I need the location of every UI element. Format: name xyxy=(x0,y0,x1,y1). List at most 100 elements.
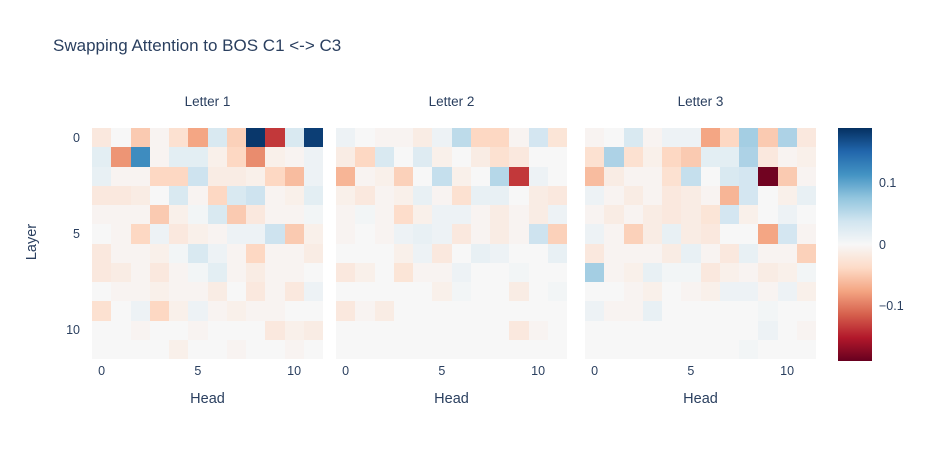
heatmap-cell xyxy=(777,128,797,148)
heatmap-cell xyxy=(681,205,701,225)
heatmap-cell xyxy=(130,147,150,167)
heatmap-cell xyxy=(451,301,471,321)
heatmap-cell xyxy=(451,128,471,148)
heatmap-cell xyxy=(432,147,452,167)
heatmap-cell xyxy=(662,205,682,225)
heatmap-cell xyxy=(547,147,567,167)
heatmap-letter-2[interactable] xyxy=(336,128,567,359)
heatmap-cell xyxy=(451,147,471,167)
colorbar[interactable] xyxy=(838,128,872,361)
heatmap-cell xyxy=(92,282,112,302)
heatmap-cell xyxy=(528,224,548,244)
heatmap-cell xyxy=(265,205,285,225)
subplot-letter-2: Letter 2 0 5 10 Head xyxy=(336,94,567,424)
heatmap-cell xyxy=(149,262,169,282)
heatmap-cell xyxy=(374,128,394,148)
heatmap-cell xyxy=(642,147,662,167)
heatmap-cell xyxy=(432,166,452,186)
heatmap-cell xyxy=(470,243,490,263)
heatmap-cell xyxy=(604,282,624,302)
heatmap-cell xyxy=(413,282,433,302)
heatmap-cell xyxy=(336,166,356,186)
heatmap-cell xyxy=(604,185,624,205)
heatmap-cell xyxy=(642,166,662,186)
heatmap-cell xyxy=(374,147,394,167)
heatmap-cell xyxy=(130,166,150,186)
heatmap-cell xyxy=(623,128,643,148)
heatmap-cell xyxy=(796,224,816,244)
heatmap-cell xyxy=(700,282,720,302)
heatmap-cell xyxy=(111,339,131,359)
heatmap-cell xyxy=(336,224,356,244)
heatmap-cell xyxy=(777,339,797,359)
heatmap-cell xyxy=(355,166,375,186)
y-axis-label: Layer xyxy=(24,223,40,261)
heatmap-cell xyxy=(130,282,150,302)
heatmap-cell xyxy=(604,320,624,340)
heatmap-cell xyxy=(246,166,266,186)
heatmap-cell xyxy=(111,128,131,148)
heatmap-cell xyxy=(336,147,356,167)
heatmap-cell xyxy=(432,262,452,282)
heatmap-cell xyxy=(547,262,567,282)
heatmap-cell xyxy=(284,166,304,186)
heatmap-cell xyxy=(451,205,471,225)
heatmap-cell xyxy=(681,339,701,359)
heatmap-cell xyxy=(662,339,682,359)
heatmap-cell xyxy=(470,128,490,148)
heatmap-cell xyxy=(642,339,662,359)
heatmap-cell xyxy=(111,320,131,340)
heatmap-cell xyxy=(604,243,624,263)
heatmap-cell xyxy=(758,147,778,167)
heatmap-letter-1[interactable] xyxy=(92,128,323,359)
heatmap-cell xyxy=(303,224,323,244)
heatmap-cell xyxy=(719,224,739,244)
heatmap-cell xyxy=(662,243,682,263)
heatmap-cell xyxy=(796,147,816,167)
heatmap-cell xyxy=(509,320,529,340)
heatmap-cell xyxy=(413,243,433,263)
heatmap-cell xyxy=(490,185,510,205)
y-tick-label: 5 xyxy=(73,226,80,241)
heatmap-cell xyxy=(547,224,567,244)
heatmap-cell xyxy=(432,224,452,244)
heatmap-cell xyxy=(284,243,304,263)
heatmap-cell xyxy=(700,320,720,340)
heatmap-cell xyxy=(662,166,682,186)
heatmap-cell xyxy=(739,282,759,302)
heatmap-cell xyxy=(490,262,510,282)
heatmap-cell xyxy=(265,243,285,263)
heatmap-cell xyxy=(92,320,112,340)
subplot-letter-1: Letter 1 0 5 10 Head xyxy=(92,94,323,424)
heatmap-cell xyxy=(528,166,548,186)
heatmap-cell xyxy=(547,185,567,205)
heatmap-cell xyxy=(393,166,413,186)
heatmap-cell xyxy=(355,185,375,205)
heatmap-cell xyxy=(509,301,529,321)
heatmap-cell xyxy=(355,243,375,263)
colorbar-tick-label: 0.1 xyxy=(879,176,897,191)
heatmap-cell xyxy=(700,262,720,282)
x-tick-label: 5 xyxy=(438,364,446,378)
heatmap-cell xyxy=(604,166,624,186)
heatmap-cell xyxy=(92,301,112,321)
heatmap-letter-3[interactable] xyxy=(585,128,816,359)
heatmap-cell xyxy=(92,262,112,282)
heatmap-cell xyxy=(207,243,227,263)
heatmap-cell xyxy=(130,224,150,244)
heatmap-cell xyxy=(111,147,131,167)
heatmap-cell xyxy=(246,339,266,359)
heatmap-cell xyxy=(413,320,433,340)
heatmap-cell xyxy=(169,205,189,225)
heatmap-cell xyxy=(111,224,131,244)
heatmap-cell xyxy=(604,262,624,282)
heatmap-cell xyxy=(451,320,471,340)
heatmap-cell xyxy=(226,301,246,321)
heatmap-cell xyxy=(149,320,169,340)
heatmap-cell xyxy=(585,205,605,225)
heatmap-cell xyxy=(207,185,227,205)
heatmap-cell xyxy=(374,320,394,340)
heatmap-cell xyxy=(207,262,227,282)
heatmap-cell xyxy=(413,262,433,282)
heatmap-cell xyxy=(796,128,816,148)
